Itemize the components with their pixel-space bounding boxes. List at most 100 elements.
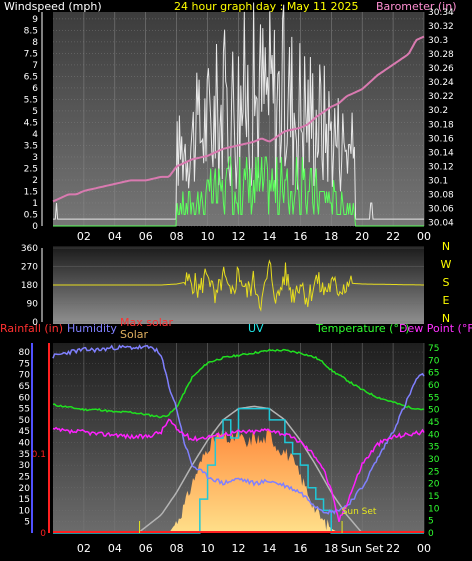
temp-x-tick: Sun Set (341, 542, 384, 555)
wind-tick-label: 6.5 (24, 72, 38, 82)
humidity-tick-label: 20 (19, 484, 31, 494)
temperature-tick-label: 75 (428, 344, 439, 354)
humidity-tick-label: 80 (19, 348, 31, 358)
barometer-tick-label: 30.12 (428, 162, 454, 172)
barometer-tick-label: 30.16 (428, 134, 454, 144)
barometer-tick-label: 30.08 (428, 190, 454, 200)
wind-x-tick: 00 (417, 230, 431, 243)
temperature-tick-label: 20 (428, 480, 440, 490)
barometer-tick-label: 30.06 (428, 204, 454, 214)
wind-x-tick: 10 (201, 230, 215, 243)
humidity-tick-label: 35 (19, 450, 30, 460)
compass-label: W (441, 258, 452, 271)
wind-x-tick: 02 (77, 230, 91, 243)
temp-x-tick: 08 (170, 542, 184, 555)
wind-tick-label: 6 (32, 84, 38, 94)
temp-x-tick: 12 (232, 542, 246, 555)
gust-series (53, 2, 424, 220)
wind-x-tick: 20 (355, 230, 369, 243)
barometer-tick-label: 30.34 (428, 8, 454, 18)
compass-label: N (442, 312, 450, 325)
temp-x-tick: 18 (324, 542, 338, 555)
compass-label: S (443, 276, 450, 289)
wind-tick-label: 3.5 (24, 141, 38, 151)
temperature-tick-label: 45 (428, 418, 439, 428)
wind-tick-label: 8 (32, 38, 38, 48)
wind-x-tick: 08 (170, 230, 184, 243)
dew-point-label: Dew Point (°F) (399, 322, 472, 335)
wind-tick-label: 2 (32, 176, 38, 186)
humidity-tick-label: 45 (19, 427, 30, 437)
wind-tick-label: 5.5 (24, 95, 38, 105)
wind-tick-label: 8.5 (24, 26, 38, 36)
direction-tick-label: 0 (32, 318, 38, 328)
wind-series (53, 156, 424, 227)
wind-x-tick: 22 (386, 230, 400, 243)
humidity-label: Humidity (67, 322, 117, 335)
wind-tick-label: 5 (32, 107, 38, 117)
temperature-label: Temperature (°F) (315, 322, 410, 335)
compass-label: N (442, 240, 450, 253)
direction-tick-label: 360 (21, 244, 38, 254)
temp-x-tick: 02 (77, 542, 91, 555)
temperature-tick-label: 35 (428, 443, 439, 453)
wind-x-tick: 06 (139, 230, 153, 243)
wind-tick-label: 1 (32, 199, 38, 209)
humidity-series (52, 344, 425, 515)
barometer-tick-label: 30.14 (428, 148, 454, 158)
direction-tick-label: 180 (21, 281, 38, 291)
barometer-tick-label: 30.22 (428, 92, 454, 102)
wind-tick-label: 7 (32, 61, 38, 71)
temperature-tick-label: 65 (428, 369, 439, 379)
temp-x-tick: 22 (386, 542, 400, 555)
barometer-tick-label: 30.26 (428, 64, 454, 74)
wind-tick-label: 4 (32, 130, 38, 140)
humidity-tick-label: 75 (19, 359, 30, 369)
temperature-tick-label: 30 (428, 455, 440, 465)
compass-label: E (443, 294, 450, 307)
temperature-tick-label: 55 (428, 393, 439, 403)
temperature-tick-label: 10 (428, 504, 440, 514)
wind-tick-label: 0.5 (24, 210, 38, 220)
max-solar-series (137, 405, 363, 534)
barometer-tick-label: 30.24 (428, 78, 454, 88)
humidity-tick-label: 60 (19, 393, 31, 403)
windspeed-label: Windspeed (mph) (4, 0, 102, 13)
humidity-tick-label: 15 (19, 495, 30, 505)
wind-tick-label: 9 (32, 15, 38, 25)
barometer-tick-label: 30.2 (428, 106, 448, 116)
humidity-tick-label: 40 (19, 439, 31, 449)
humidity-tick-label: 5 (24, 518, 30, 528)
temperature-tick-label: 15 (428, 492, 439, 502)
direction-series (53, 259, 424, 312)
wind-tick-label: 0 (32, 222, 38, 232)
wind-x-tick: 12 (232, 230, 246, 243)
temperature-tick-label: 25 (428, 467, 439, 477)
direction-tick-label: 270 (21, 263, 38, 273)
dew-point-series (52, 418, 425, 522)
temperature-tick-label: 40 (428, 430, 440, 440)
barometer-tick-label: 30.28 (428, 50, 454, 60)
uv-series (53, 407, 424, 534)
rainfall-label: Rainfall (in) (0, 322, 63, 335)
temp-x-tick: 14 (262, 542, 276, 555)
barometer-tick-label: 30.3 (428, 36, 448, 46)
rain-tick-label: 0.1 (32, 450, 46, 460)
temp-x-tick: 00 (417, 542, 431, 555)
wind-tick-label: 2.5 (24, 164, 38, 174)
humidity-tick-label: 50 (19, 416, 31, 426)
temp-x-tick: 04 (108, 542, 122, 555)
humidity-tick-label: 65 (19, 382, 30, 392)
temperature-tick-label: 60 (428, 381, 440, 391)
max-solar-label: Max solar (120, 316, 173, 329)
barometer-tick-label: 30.1 (428, 176, 448, 186)
barometer-tick-label: 30.04 (428, 218, 454, 228)
temperature-tick-label: 50 (428, 406, 440, 416)
wind-tick-label: 1.5 (24, 187, 38, 197)
humidity-tick-label: 70 (19, 371, 31, 381)
barometer-tick-label: 30.32 (428, 22, 454, 32)
sun-set-label: Sun Set (342, 507, 377, 517)
solar-series (168, 426, 339, 533)
temperature-tick-label: 70 (428, 356, 440, 366)
uv-label: UV (248, 322, 264, 335)
